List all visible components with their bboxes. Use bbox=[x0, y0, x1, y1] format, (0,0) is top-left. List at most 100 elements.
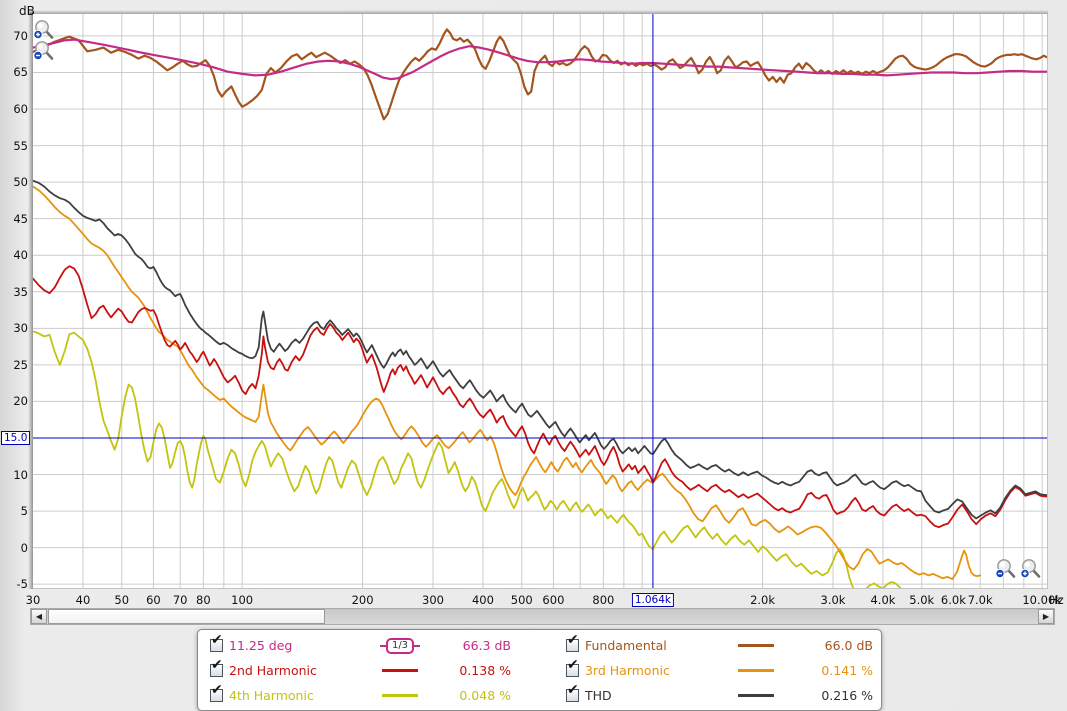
checkbox-checked-icon: ✔ bbox=[211, 657, 223, 673]
zoom-in-icon bbox=[1020, 559, 1041, 579]
cursor-frequency-readout[interactable]: 1.064k bbox=[631, 593, 674, 607]
scrollbar-left-button[interactable]: ◀ bbox=[31, 609, 47, 624]
legend-sample: 1/3 bbox=[345, 637, 455, 654]
legend-panel: ✔ 11.25 deg 1/3 66.3 dB ✔ Fundamental 66.0 dB ✔… bbox=[197, 629, 882, 711]
legend-sample bbox=[701, 644, 811, 647]
y-tick-label: 55 bbox=[13, 138, 28, 153]
legend-value: 0.048 % bbox=[459, 688, 511, 703]
legend-value: 66.3 dB bbox=[462, 638, 511, 653]
y-tick-label: 5 bbox=[20, 504, 28, 519]
x-tick-label: 60 bbox=[146, 593, 161, 607]
legend-value: 0.138 % bbox=[459, 663, 511, 678]
legend-checkbox-thd[interactable]: ✔ bbox=[566, 682, 579, 702]
legend-line-sample-icon bbox=[738, 694, 774, 697]
x-tick-label: 800 bbox=[592, 593, 615, 607]
legend-line-sample-icon bbox=[382, 694, 418, 697]
checkbox-checked-icon: ✔ bbox=[567, 632, 579, 648]
legend-sample bbox=[701, 669, 811, 672]
y-tick-label: 20 bbox=[13, 394, 28, 409]
zoom-out-button-bottom-right[interactable] bbox=[995, 558, 1017, 580]
y-tick-label: 70 bbox=[13, 28, 28, 43]
series-thd bbox=[33, 179, 1047, 520]
series-2nd-harmonic bbox=[33, 265, 1047, 529]
legend-line-sample-icon bbox=[738, 644, 774, 647]
zoom-in-button-top-left[interactable] bbox=[33, 19, 55, 41]
scroll-right-icon: ▶ bbox=[1042, 612, 1050, 621]
x-tick-label: 30 bbox=[25, 593, 41, 607]
x-axis-unit-label: Hz bbox=[1049, 593, 1064, 607]
cursor-level-readout[interactable]: 15.0 bbox=[1, 430, 31, 445]
legend-line-sample-icon bbox=[738, 669, 774, 672]
y-tick-label: 40 bbox=[13, 248, 28, 263]
legend-label: 4th Harmonic bbox=[229, 688, 314, 703]
x-tick-label: 200 bbox=[351, 593, 374, 607]
legend-label: 2nd Harmonic bbox=[229, 663, 317, 678]
y-tick-label: 45 bbox=[13, 211, 28, 226]
x-tick-label: 50 bbox=[114, 593, 130, 607]
series-4th-harmonic bbox=[33, 330, 902, 588]
y-tick-label: 35 bbox=[13, 284, 28, 299]
y-tick-label: 60 bbox=[13, 102, 28, 117]
y-tick-label: -5 bbox=[16, 577, 28, 592]
horizontal-scrollbar[interactable]: ◀ ▶ bbox=[30, 608, 1055, 625]
x-tick-label: 300 bbox=[422, 593, 444, 607]
x-tick-label: 6.0k bbox=[940, 593, 966, 607]
legend-sample bbox=[701, 694, 811, 697]
smoothing-fraction-icon[interactable]: 1/3 bbox=[385, 637, 415, 654]
y-tick-label: 10 bbox=[13, 467, 28, 482]
legend-sample bbox=[345, 694, 455, 697]
plot-inset-shadow-left bbox=[28, 12, 33, 589]
x-tick-label: 5.0k bbox=[909, 593, 935, 607]
x-tick-label: 2.0k bbox=[750, 593, 776, 607]
zoom-out-button-top-left[interactable] bbox=[33, 40, 55, 62]
x-tick-label: 100 bbox=[231, 593, 254, 607]
y-tick-label: 0 bbox=[20, 540, 28, 555]
y-tick-label: 25 bbox=[13, 357, 28, 372]
x-tick-label: 7.0k bbox=[967, 593, 993, 607]
legend-row: ✔ 2nd Harmonic 0.138 % ✔ 3rd Harmonic 0.141 % bbox=[198, 657, 881, 683]
y-tick-label: 65 bbox=[13, 65, 28, 80]
checkbox-checked-icon: ✔ bbox=[211, 632, 223, 648]
legend-value: 0.216 % bbox=[821, 688, 873, 703]
zoom-in-button-bottom-right[interactable] bbox=[1020, 558, 1042, 580]
plot-inset-shadow-top bbox=[28, 10, 1048, 14]
frequency-response-chart[interactable] bbox=[33, 14, 1047, 588]
scrollbar-right-button[interactable]: ▶ bbox=[1038, 609, 1054, 624]
legend-value: 66.0 dB bbox=[824, 638, 873, 653]
legend-label: THD bbox=[585, 688, 612, 703]
zoom-out-icon bbox=[33, 41, 54, 61]
zoom-out-icon bbox=[995, 559, 1016, 579]
checkbox-checked-icon: ✔ bbox=[567, 682, 579, 698]
legend-checkbox-fundamental[interactable]: ✔ bbox=[566, 632, 579, 652]
legend-checkbox-3rd-harmonic[interactable]: ✔ bbox=[566, 657, 579, 677]
zoom-in-icon bbox=[33, 20, 54, 40]
x-tick-label: 3.0k bbox=[820, 593, 846, 607]
legend-row: ✔ 11.25 deg 1/3 66.3 dB ✔ Fundamental 66.0 dB bbox=[198, 632, 881, 658]
x-tick-label: 400 bbox=[471, 593, 494, 607]
legend-value: 0.141 % bbox=[821, 663, 873, 678]
legend-checkbox-2nd-harmonic[interactable]: ✔ bbox=[210, 657, 223, 677]
checkbox-checked-icon: ✔ bbox=[211, 682, 223, 698]
legend-checkbox-11-25-deg[interactable]: ✔ bbox=[210, 632, 223, 652]
scrollbar-thumb[interactable] bbox=[48, 609, 325, 624]
legend-label: 3rd Harmonic bbox=[585, 663, 670, 678]
series-11-25-deg bbox=[33, 38, 1047, 81]
legend-label: Fundamental bbox=[585, 638, 667, 653]
legend-row: ✔ 4th Harmonic 0.048 % ✔ THD 0.216 % bbox=[198, 682, 881, 708]
chart-plot-area[interactable] bbox=[33, 14, 1048, 589]
series-3rd-harmonic bbox=[33, 185, 982, 580]
x-tick-label: 70 bbox=[172, 593, 188, 607]
y-axis-unit-label: dB bbox=[19, 4, 35, 18]
x-tick-label: 40 bbox=[75, 593, 91, 607]
x-tick-label: 4.0k bbox=[870, 593, 896, 607]
legend-label: 11.25 deg bbox=[229, 638, 293, 653]
y-tick-label: 50 bbox=[13, 175, 28, 190]
checkbox-checked-icon: ✔ bbox=[567, 657, 579, 673]
scroll-left-icon: ◀ bbox=[35, 612, 43, 621]
legend-sample bbox=[345, 669, 455, 672]
x-tick-label: 10.00k bbox=[1022, 593, 1062, 607]
legend-checkbox-4th-harmonic[interactable]: ✔ bbox=[210, 682, 223, 702]
x-tick-label: 500 bbox=[510, 593, 533, 607]
y-tick-label: 30 bbox=[13, 321, 28, 336]
